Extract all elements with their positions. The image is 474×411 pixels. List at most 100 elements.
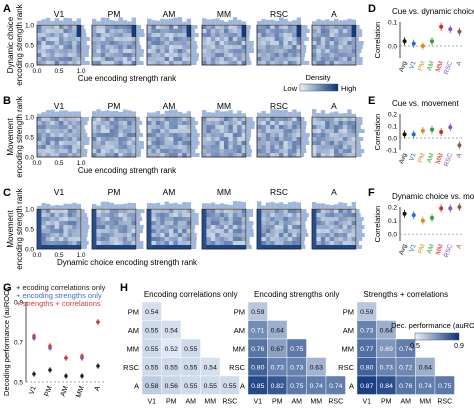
marginal-bar (357, 145, 362, 149)
marginal-bar (247, 61, 252, 65)
density-cell (334, 53, 339, 58)
decoding-point (32, 334, 36, 338)
density-cell (122, 217, 128, 222)
density-cell (261, 145, 267, 150)
density-cell (206, 237, 212, 242)
density-cell (342, 133, 348, 138)
density-cell (270, 241, 275, 246)
density-cell (63, 33, 69, 38)
marginal-bar (50, 20, 55, 24)
marginal-bar (155, 111, 161, 116)
density-cell (109, 133, 115, 138)
density-cell (210, 209, 216, 214)
marginal-bar (302, 117, 305, 121)
density-cell (155, 221, 161, 226)
marginal-bar (325, 19, 330, 24)
density-cell (164, 41, 170, 46)
marginal-bar (279, 110, 284, 116)
density-cell (202, 149, 207, 154)
density-cell (114, 145, 119, 150)
density-cell (320, 49, 326, 54)
marginal-bar (302, 61, 310, 65)
density-frame (201, 116, 247, 158)
marginal-bar (164, 201, 169, 208)
density-cell (122, 229, 128, 234)
density-cell (237, 49, 242, 54)
density-cell (296, 49, 302, 54)
density-cell (206, 213, 212, 218)
density-cell (118, 221, 124, 226)
density-cell (312, 149, 317, 154)
marginal-bar (82, 237, 87, 241)
density-cell (182, 41, 187, 46)
panel-letter-b: B (3, 95, 11, 107)
density-cell (215, 61, 220, 66)
density-cell (127, 57, 132, 62)
density-cell (100, 57, 106, 62)
density-cell (155, 25, 161, 30)
density-cell (237, 217, 242, 222)
density-cell (325, 121, 330, 126)
density-cell (338, 141, 344, 146)
density-cell (109, 233, 115, 238)
density-cell (114, 117, 119, 122)
density-panel-rsc: RSC (256, 9, 310, 66)
density-cell (283, 217, 289, 222)
density-cell (72, 49, 77, 54)
density-cell (59, 221, 64, 226)
density-cell (296, 233, 302, 238)
density-cell (338, 117, 344, 122)
marginal-bar (127, 202, 132, 208)
marginal-bar (334, 111, 339, 116)
marginal-bar (82, 25, 85, 29)
panel-letter-c: C (3, 187, 11, 199)
density-cell (41, 33, 47, 38)
density-cell (37, 225, 42, 230)
density-cell (155, 225, 161, 230)
correlation-point (420, 218, 425, 223)
density-cell (50, 245, 55, 250)
density-cell (105, 29, 110, 34)
density-cell (270, 129, 275, 134)
heatmap-value: 0.85 (251, 383, 264, 390)
density-cell (338, 233, 344, 238)
density-cell (54, 209, 60, 214)
density-cell (202, 121, 207, 126)
marginal-bar (357, 25, 360, 29)
density-xtick: 1.0 (76, 68, 85, 75)
density-cell (228, 237, 234, 242)
density-cell (320, 37, 326, 42)
density-cell (241, 53, 247, 58)
density-cell (54, 61, 60, 66)
marginal-bar (41, 202, 46, 208)
marginal-bar (261, 110, 266, 116)
density-cell (316, 53, 322, 58)
density-cell (182, 57, 187, 62)
density-cell (325, 149, 330, 154)
density-cell (316, 229, 322, 234)
density-cell (287, 213, 293, 218)
density-cell (274, 121, 280, 126)
density-cell (92, 217, 97, 222)
density-cell (296, 61, 302, 66)
density-cell (215, 145, 220, 150)
marginal-bar (247, 37, 250, 41)
density-cell (224, 217, 229, 222)
marginal-bar (105, 110, 110, 116)
density-cell (279, 129, 284, 134)
density-cell (151, 137, 157, 142)
density-cell (169, 117, 174, 122)
density-cell (265, 149, 271, 154)
marginal-bar (357, 217, 364, 221)
density-cell (182, 225, 187, 230)
marginal-bar (137, 53, 144, 57)
marginal-bar (357, 149, 365, 153)
density-cell (151, 229, 157, 234)
density-cell (109, 61, 115, 66)
density-cell (283, 241, 289, 246)
density-cell (261, 221, 267, 226)
density-cell (127, 237, 132, 242)
density-cell (292, 209, 297, 214)
marginal-bar (312, 109, 317, 116)
